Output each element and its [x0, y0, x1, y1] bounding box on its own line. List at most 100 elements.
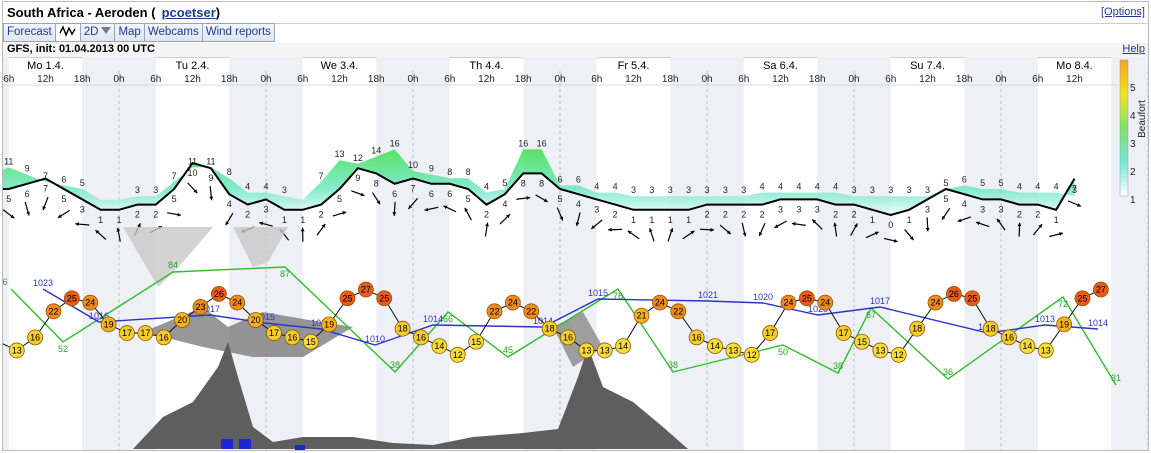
temperature-value: 18 — [545, 324, 555, 334]
gust-value: 3 — [741, 185, 746, 195]
gust-value: 4 — [1054, 182, 1059, 192]
temperature-value: 18 — [912, 324, 922, 334]
tab-graph[interactable] — [54, 23, 81, 42]
day-label: Mo 8.4. — [1056, 60, 1093, 72]
humidity-line — [10, 266, 1117, 386]
temperature-value: 24 — [508, 298, 518, 308]
options-link[interactable]: [Options] — [1100, 6, 1145, 18]
night-band — [1111, 57, 1148, 450]
tab-wind-reports[interactable]: Wind reports — [201, 23, 275, 42]
wind-value: 5 — [172, 194, 177, 204]
temperature-dot — [523, 303, 540, 320]
wind-value: 1 — [668, 215, 673, 225]
temperature-value: 23 — [195, 302, 205, 312]
wind-arrow-head — [996, 218, 1001, 223]
wind-arrow-head — [909, 236, 914, 241]
temperature-value: 13 — [12, 345, 22, 355]
temperature-value: 14 — [1022, 341, 1032, 351]
wind-value: 2 — [245, 210, 250, 220]
night-band — [3, 57, 9, 450]
user-name[interactable]: pcoetser — [161, 5, 216, 20]
tab-webcams[interactable]: Webcams — [143, 23, 203, 42]
wind-value: 3 — [998, 204, 1003, 214]
pressure-value: 1021 — [698, 290, 718, 300]
temperature-dot — [137, 325, 154, 341]
wind-speed-line — [3, 161, 1076, 217]
hour-label: 0h — [260, 74, 271, 85]
temperature-dot — [1092, 281, 1109, 298]
temperature-dot — [119, 325, 135, 341]
wind-value: 5 — [6, 194, 11, 204]
hour-label: 6h — [444, 74, 455, 85]
user-link[interactable]: (pcoetser) — [151, 5, 221, 20]
gust-value: 14 — [371, 146, 381, 156]
wind-arrow-head — [42, 206, 47, 211]
gust-value: 3 — [907, 185, 912, 195]
wind-value: 6 — [25, 189, 30, 199]
pressure-value: 1020 — [808, 304, 828, 314]
wind-arrow-head — [137, 223, 141, 228]
hour-label: 12h — [478, 74, 495, 85]
wind-value: 2 — [613, 210, 618, 220]
wind-value: 4 — [227, 199, 232, 209]
temperature-value: 16 — [30, 332, 40, 342]
gust-value: 8 — [466, 167, 471, 177]
wind-value: 3 — [80, 204, 85, 214]
pressure-line — [42, 288, 1099, 346]
gust-value: 8 — [227, 167, 232, 177]
wind-arrow-head — [774, 224, 779, 228]
temperature-value: 17 — [765, 328, 775, 338]
hour-label: 18h — [221, 74, 238, 85]
humidity-value: 38 — [668, 360, 678, 370]
temperature-value: 25 — [342, 293, 352, 303]
wind-value: 1 — [631, 215, 636, 225]
wind-value: 7 — [410, 184, 415, 194]
wind-arrow-head — [710, 227, 714, 232]
wind-value: 3 — [925, 204, 930, 214]
temperature-value: 13 — [581, 345, 591, 355]
temperature-dot — [1037, 342, 1054, 359]
temperature-value: 26 — [949, 289, 959, 299]
temperature-value: 17 — [122, 328, 132, 338]
wind-value: 3 — [815, 204, 820, 214]
temperature-value: 24 — [655, 298, 665, 308]
humidity-value: 36 — [943, 367, 953, 377]
gust-value: 3 — [686, 185, 691, 195]
temperature-value: 13 — [600, 345, 610, 355]
tab-forecast[interactable]: Forecast — [3, 23, 56, 42]
gust-value: 4 — [594, 182, 599, 192]
temperature-dot — [100, 316, 117, 333]
gust-value: 5 — [943, 178, 948, 188]
help-link[interactable]: Help — [1122, 43, 1145, 55]
wind-arrow-head — [392, 212, 397, 216]
model-init-text: GFS, init: 01.04.2013 00 UTC — [7, 43, 155, 55]
hour-label: 12h — [37, 74, 54, 85]
pressure-value: 1014 — [1088, 318, 1108, 328]
wind-arrow-head — [608, 227, 612, 232]
tab-map[interactable]: Map — [114, 23, 145, 42]
wind-value: 1 — [907, 215, 912, 225]
wind-arrow-head — [443, 205, 448, 210]
wind-value: 2 — [153, 210, 158, 220]
day-label: Mo 1.4. — [27, 60, 64, 72]
tab-2d[interactable]: 2D — [79, 23, 116, 42]
wind-arrow-head — [506, 214, 510, 219]
temperature-dot — [266, 325, 282, 341]
temperature-dot — [468, 333, 485, 350]
hour-label: 18h — [662, 74, 679, 85]
pressure-value: 1023 — [33, 278, 53, 288]
wind-value: 2 — [135, 210, 140, 220]
wave-icon — [59, 25, 76, 37]
wind-arrow-head — [26, 211, 30, 216]
temperature-value: 21 — [636, 311, 646, 321]
pressure-value: 1020 — [753, 292, 773, 302]
humidity-value: 72 — [1058, 299, 1068, 309]
wind-arrow-head — [360, 192, 365, 197]
gust-value: 3 — [1072, 185, 1077, 195]
temperature-dot — [927, 294, 944, 311]
temperature-value: 16 — [1004, 332, 1014, 342]
temperature-value: 12 — [747, 350, 757, 360]
hour-label: 18h — [956, 74, 973, 85]
gust-value: 5 — [980, 178, 985, 188]
temperature-dot — [780, 294, 797, 311]
